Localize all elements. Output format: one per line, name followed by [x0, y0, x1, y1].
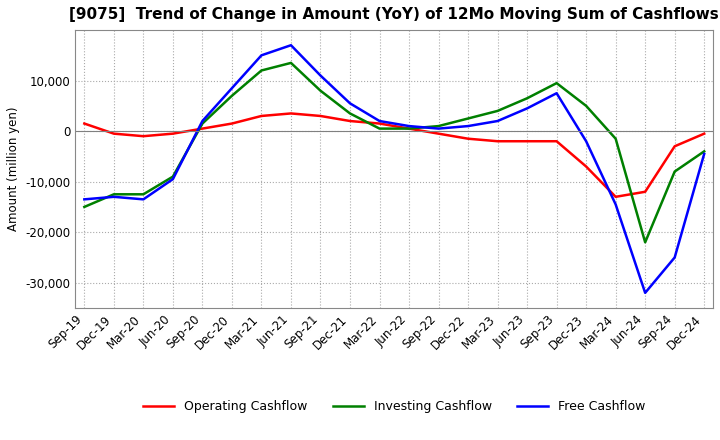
Free Cashflow: [700, 151, 708, 157]
Operating Cashflow: [346, 118, 354, 124]
Line: Operating Cashflow: Operating Cashflow: [84, 114, 704, 197]
Operating Cashflow: [228, 121, 236, 126]
Investing Cashflow: [198, 121, 207, 126]
Free Cashflow: [257, 53, 266, 58]
Investing Cashflow: [257, 68, 266, 73]
Operating Cashflow: [405, 126, 413, 131]
Free Cashflow: [316, 73, 325, 78]
Investing Cashflow: [670, 169, 679, 174]
Operating Cashflow: [464, 136, 472, 141]
Operating Cashflow: [670, 143, 679, 149]
Free Cashflow: [434, 126, 443, 131]
Investing Cashflow: [375, 126, 384, 131]
Operating Cashflow: [168, 131, 177, 136]
Investing Cashflow: [346, 111, 354, 116]
Free Cashflow: [552, 91, 561, 96]
Operating Cashflow: [109, 131, 118, 136]
Investing Cashflow: [139, 192, 148, 197]
Operating Cashflow: [139, 133, 148, 139]
Free Cashflow: [493, 118, 502, 124]
Free Cashflow: [168, 176, 177, 182]
Legend: Operating Cashflow, Investing Cashflow, Free Cashflow: Operating Cashflow, Investing Cashflow, …: [138, 396, 651, 418]
Free Cashflow: [582, 139, 590, 144]
Investing Cashflow: [552, 81, 561, 86]
Free Cashflow: [670, 255, 679, 260]
Free Cashflow: [523, 106, 531, 111]
Free Cashflow: [375, 118, 384, 124]
Free Cashflow: [80, 197, 89, 202]
Investing Cashflow: [641, 240, 649, 245]
Operating Cashflow: [493, 139, 502, 144]
Operating Cashflow: [316, 114, 325, 119]
Free Cashflow: [287, 43, 295, 48]
Line: Investing Cashflow: Investing Cashflow: [84, 63, 704, 242]
Free Cashflow: [139, 197, 148, 202]
Investing Cashflow: [80, 204, 89, 209]
Operating Cashflow: [582, 164, 590, 169]
Operating Cashflow: [552, 139, 561, 144]
Title: [9075]  Trend of Change in Amount (YoY) of 12Mo Moving Sum of Cashflows: [9075] Trend of Change in Amount (YoY) o…: [69, 7, 719, 22]
Line: Free Cashflow: Free Cashflow: [84, 45, 704, 293]
Free Cashflow: [611, 202, 620, 207]
Y-axis label: Amount (million yen): Amount (million yen): [7, 107, 20, 231]
Free Cashflow: [464, 124, 472, 129]
Investing Cashflow: [523, 95, 531, 101]
Operating Cashflow: [80, 121, 89, 126]
Free Cashflow: [109, 194, 118, 199]
Operating Cashflow: [375, 121, 384, 126]
Free Cashflow: [346, 101, 354, 106]
Operating Cashflow: [611, 194, 620, 199]
Operating Cashflow: [257, 114, 266, 119]
Operating Cashflow: [434, 131, 443, 136]
Free Cashflow: [405, 124, 413, 129]
Investing Cashflow: [316, 88, 325, 93]
Operating Cashflow: [287, 111, 295, 116]
Operating Cashflow: [523, 139, 531, 144]
Investing Cashflow: [168, 174, 177, 179]
Investing Cashflow: [611, 136, 620, 141]
Investing Cashflow: [287, 60, 295, 66]
Operating Cashflow: [700, 131, 708, 136]
Investing Cashflow: [464, 116, 472, 121]
Investing Cashflow: [228, 93, 236, 99]
Investing Cashflow: [434, 124, 443, 129]
Free Cashflow: [198, 118, 207, 124]
Investing Cashflow: [405, 126, 413, 131]
Investing Cashflow: [582, 103, 590, 109]
Operating Cashflow: [641, 189, 649, 194]
Free Cashflow: [228, 85, 236, 91]
Investing Cashflow: [493, 108, 502, 114]
Operating Cashflow: [198, 126, 207, 131]
Investing Cashflow: [700, 149, 708, 154]
Investing Cashflow: [109, 192, 118, 197]
Free Cashflow: [641, 290, 649, 296]
